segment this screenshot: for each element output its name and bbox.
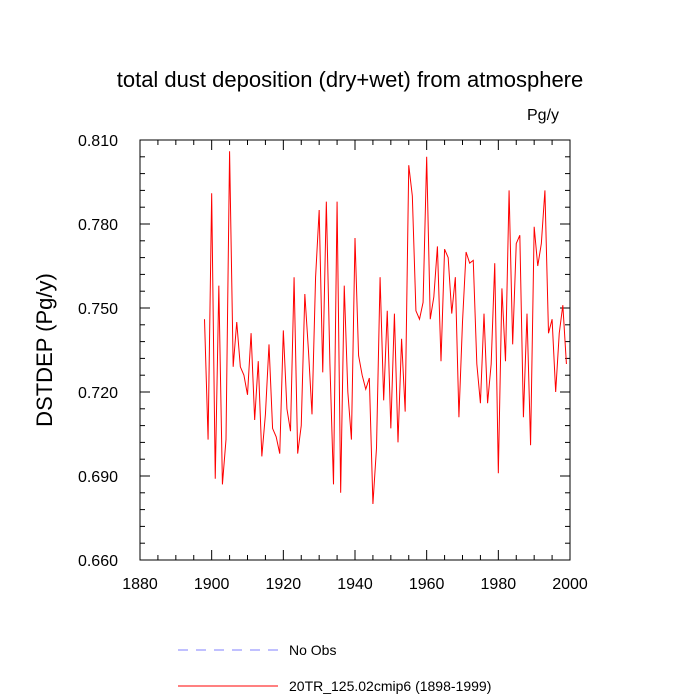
y-tick-label: 0.750	[78, 301, 118, 318]
legend-label-1: 20TR_125.02cmip6 (1898-1999)	[289, 678, 491, 694]
legend-label-0: No Obs	[289, 642, 336, 658]
y-tick-label: 0.810	[78, 133, 118, 150]
series-line-1	[204, 151, 567, 505]
x-tick-label: 1940	[337, 576, 373, 593]
x-tick-label: 1900	[194, 576, 230, 593]
legend: No Obs 20TR_125.02cmip6 (1898-1999)	[178, 642, 491, 694]
x-tick-label: 2000	[552, 576, 588, 593]
chart-title: total dust deposition (dry+wet) from atm…	[116, 67, 584, 92]
plot-layer: 1880 1900 1920 1940 1960 1980 2000 0.660 0.690 0.…	[78, 133, 588, 593]
y-tick-label: 0.660	[78, 553, 118, 570]
x-tick-label: 1880	[122, 576, 158, 593]
x-tick-label: 1920	[266, 576, 302, 593]
y-tick-label: 0.780	[78, 217, 118, 234]
units-label: Pg/y	[527, 107, 560, 124]
y-tick-label: 0.720	[78, 385, 118, 402]
x-tick-label: 1960	[409, 576, 445, 593]
y-axis-label: DSTDEP (Pg/y)	[32, 273, 57, 427]
y-tick-label: 0.690	[78, 469, 118, 486]
x-tick-label: 1980	[481, 576, 517, 593]
